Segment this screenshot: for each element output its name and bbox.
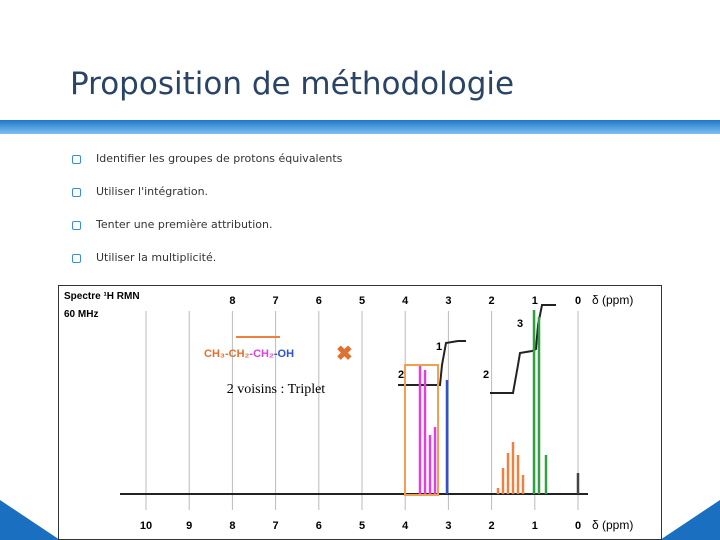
axis-unit: δ (ppm): [592, 293, 633, 307]
bullet: Tenter une première attribution.: [72, 218, 342, 251]
peaks: [418, 310, 580, 494]
axis-label: 1: [532, 295, 538, 307]
axis-label: 3: [445, 520, 451, 532]
axis-label: 5: [359, 295, 365, 307]
corner-decoration: [0, 500, 60, 540]
highlight-box: [404, 364, 439, 496]
annotation: 2 voisins : Triplet: [227, 382, 326, 397]
axis-unit: δ (ppm): [592, 518, 633, 532]
bullet-list: Identifier les groupes de protons équiva…: [72, 152, 342, 284]
slide-title: Proposition de méthodologie: [70, 66, 515, 102]
axis-label: 0: [575, 520, 581, 532]
axis-label: 7: [273, 295, 279, 307]
formula: CH₃-CH₂-CH₂-OH: [204, 348, 294, 360]
spectrum-label: Spectre ¹H RMN: [64, 291, 140, 302]
bullet: Utiliser l'intégration.: [72, 185, 342, 218]
spectrum-frame: [58, 285, 662, 540]
axis-label: 7: [273, 520, 279, 532]
integration-label: 1: [436, 341, 442, 353]
integration-label: 2: [398, 369, 404, 381]
cross-mark: ✖: [336, 343, 353, 365]
corner-decoration: [660, 500, 720, 540]
integration-label: 2: [483, 369, 489, 381]
spectrum-label: 60 MHz: [64, 309, 98, 320]
axis-label: 10: [140, 520, 152, 532]
axis-label: 6: [316, 295, 322, 307]
axis-label: 3: [445, 295, 451, 307]
nmr-spectrum: Spectre ¹H RMN 60 MHz ✖ CH₃-CH₂-CH₂-OH 2…: [58, 285, 662, 540]
integration-label: 3: [517, 318, 523, 330]
axis-label: 2: [489, 520, 495, 532]
highlight-bar: [236, 336, 280, 338]
axis-label: 6: [316, 520, 322, 532]
bullet: Identifier les groupes de protons équiva…: [72, 152, 342, 185]
axis-label: 9: [186, 520, 192, 532]
axis-label: 4: [402, 520, 409, 532]
axis-label: 2: [489, 295, 495, 307]
axis-label: 8: [229, 520, 235, 532]
axis-label: 4: [402, 295, 409, 307]
axis-label: 1: [532, 520, 538, 532]
axis-label: 5: [359, 520, 365, 532]
axis-label: 0: [575, 295, 581, 307]
integration-curve: [490, 304, 556, 394]
axis-label: 8: [229, 295, 235, 307]
title-band: [0, 120, 720, 134]
bullet: Utiliser la multiplicité.: [72, 251, 342, 284]
integration-curve: [398, 340, 466, 386]
